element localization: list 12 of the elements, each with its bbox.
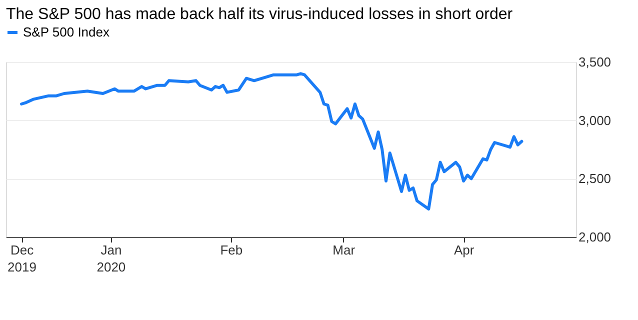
x-tick-label: Feb xyxy=(220,242,243,258)
x-tick-label: Jan 2020 xyxy=(96,242,126,274)
y-tick-label: 3,500 xyxy=(578,54,612,70)
chart-title: The S&P 500 has made back half its virus-induced losses in short order xyxy=(6,6,514,23)
y-tick-label: 2,500 xyxy=(578,171,612,186)
y-tick-label: 3,000 xyxy=(578,112,612,128)
line-series xyxy=(20,72,524,210)
x-tick-label: Apr xyxy=(454,242,475,258)
x-tick-label: Dec 2019 xyxy=(8,242,36,274)
x-tick-label: Mar xyxy=(332,242,356,258)
legend-label: S&P 500 Index xyxy=(23,24,110,40)
y-tick-label: 2,000 xyxy=(578,230,612,244)
